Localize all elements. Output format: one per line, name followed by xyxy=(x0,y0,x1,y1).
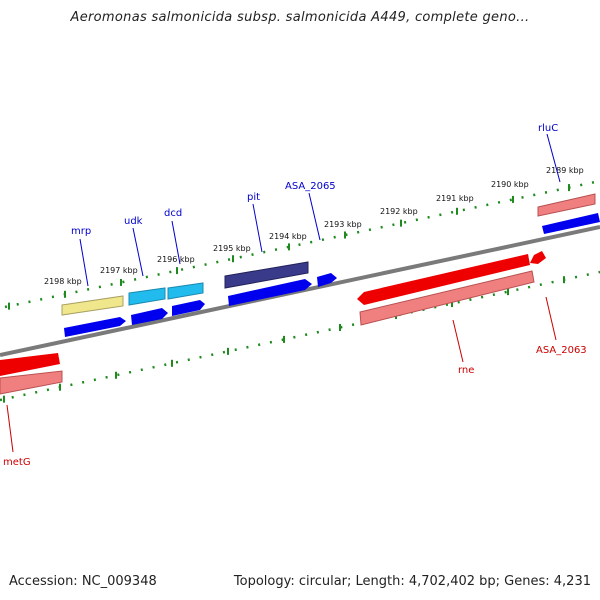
gene-label-udk: udk xyxy=(124,216,143,227)
leader-line-metG xyxy=(6,404,14,453)
gene-arrow-dcd xyxy=(172,300,205,316)
kbp-label: 2194 kbp xyxy=(269,232,307,241)
kbp-label: 2190 kbp xyxy=(491,180,529,189)
kbp-label: 2198 kbp xyxy=(44,277,82,286)
gene-arrow-metG xyxy=(0,353,60,376)
gene-feature-rne-bottom xyxy=(359,270,535,326)
kbp-label: 2192 kbp xyxy=(380,207,418,216)
kbp-label: 2191 kbp xyxy=(436,194,474,203)
gene-label-rluc: rluC xyxy=(538,123,558,134)
gene-label-pit: pit xyxy=(247,192,260,203)
gene-feature-dcd-top xyxy=(167,282,204,300)
leader-line-dcd xyxy=(171,220,181,265)
leader-line-mrp xyxy=(79,238,89,287)
leader-line-udk xyxy=(132,227,144,277)
topology-text: Topology: circular; Length: 4,702,402 bp… xyxy=(233,574,591,589)
leader-line-asa2063 xyxy=(545,296,557,341)
accession-text: Accession: NC_009348 xyxy=(9,574,157,589)
gene-arrow-asa2063 xyxy=(530,251,546,264)
gene-arrow-rluc xyxy=(542,213,600,234)
gene-feature-udk-top xyxy=(128,287,166,306)
gene-feature-mrp-top xyxy=(61,295,124,316)
map-title: Aeromonas salmonicida subsp. salmonicida… xyxy=(70,10,530,25)
gene-label-dcd: dcd xyxy=(164,208,182,219)
gene-label-metG: metG xyxy=(3,457,31,468)
gene-label-mrp: mrp xyxy=(71,226,91,237)
kbp-label: 2197 kbp xyxy=(100,266,138,275)
gene-feature-rluc-top xyxy=(537,193,596,217)
gene-arrow-udk xyxy=(131,308,168,325)
kbp-label: 2196 kbp xyxy=(157,255,195,264)
gene-arrow-asa2065 xyxy=(317,273,337,287)
kbp-label: 2189 kbp xyxy=(546,166,584,175)
gene-label-asa2063: ASA_2063 xyxy=(536,345,587,356)
leader-line-pit xyxy=(252,203,263,253)
gene-arrow-pit xyxy=(228,279,312,306)
leader-line-asa2065 xyxy=(308,192,321,241)
gene-feature-pit-top xyxy=(224,261,309,289)
gene-feature-metG-bottom xyxy=(0,370,63,395)
kbp-label: 2195 kbp xyxy=(213,244,251,253)
gene-label-asa2065: ASA_2065 xyxy=(285,181,336,192)
gene-arrow-mrp xyxy=(64,317,126,337)
gene-arrow-rne xyxy=(357,254,530,305)
leader-line-rluc xyxy=(546,133,561,183)
kbp-label: 2193 kbp xyxy=(324,220,362,229)
leader-line-rne xyxy=(452,319,464,363)
gene-label-rne: rne xyxy=(458,365,474,376)
